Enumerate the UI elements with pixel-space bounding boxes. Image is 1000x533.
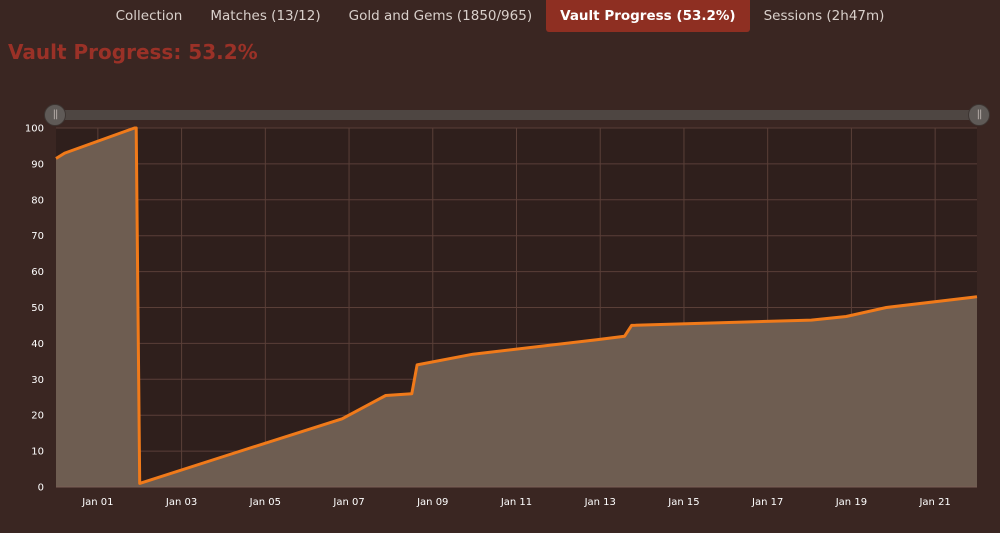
grip-icon: || — [52, 109, 59, 120]
range-scroller[interactable]: || || — [44, 104, 990, 126]
x-tick-label: Jan 17 — [751, 497, 783, 508]
page-title: Vault Progress: 53.2% — [8, 40, 258, 64]
series-area — [56, 128, 977, 487]
x-tick-label: Jan 13 — [584, 497, 616, 508]
y-tick-label: 50 — [31, 303, 44, 314]
tab-vault[interactable]: Vault Progress (53.2%) — [546, 0, 750, 32]
y-tick-label: 10 — [31, 447, 44, 458]
grip-icon: || — [976, 109, 983, 120]
x-tick-label: Jan 19 — [835, 497, 867, 508]
x-tick-label: Jan 05 — [249, 497, 281, 508]
tab-bar: Collection Matches (13/12) Gold and Gems (… — [0, 0, 1000, 32]
x-tick-label: Jan 15 — [667, 497, 699, 508]
y-tick-label: 100 — [25, 124, 44, 135]
y-tick-label: 20 — [31, 411, 44, 422]
x-tick-label: Jan 07 — [332, 497, 364, 508]
y-tick-label: 30 — [31, 375, 44, 386]
y-tick-label: 90 — [31, 159, 44, 170]
tab-gold[interactable]: Gold and Gems (1850/965) — [348, 8, 533, 24]
range-handle-right[interactable]: || — [968, 104, 990, 126]
x-tick-label: Jan 01 — [81, 497, 113, 508]
range-scroller-track[interactable] — [54, 110, 980, 120]
x-tick-label: Jan 21 — [918, 497, 950, 508]
x-tick-label: Jan 09 — [416, 497, 448, 508]
x-tick-label: Jan 03 — [165, 497, 197, 508]
y-tick-label: 80 — [31, 195, 44, 206]
tab-sessions[interactable]: Sessions (2h47m) — [763, 8, 885, 24]
y-tick-label: 0 — [38, 483, 44, 494]
tab-matches[interactable]: Matches (13/12) — [210, 8, 321, 24]
y-tick-label: 60 — [31, 267, 44, 278]
y-tick-label: 40 — [31, 339, 44, 350]
series-line — [55, 126, 978, 485]
range-handle-left[interactable]: || — [44, 104, 66, 126]
tab-collection[interactable]: Collection — [115, 8, 183, 24]
y-tick-label: 70 — [31, 231, 44, 242]
x-tick-label: Jan 11 — [500, 497, 532, 508]
